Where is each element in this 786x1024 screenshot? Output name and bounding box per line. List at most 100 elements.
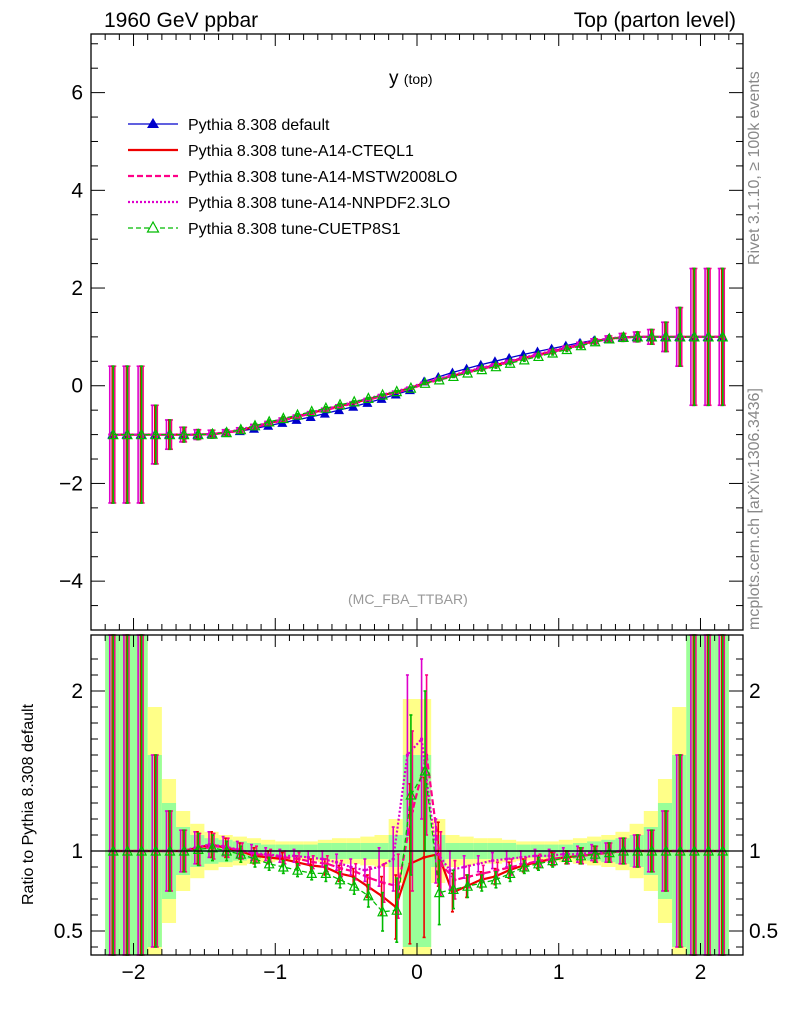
x-tick-label: 2 <box>695 961 707 984</box>
main-marker-cuetp8s1 <box>447 370 459 382</box>
main-marker-cuetp8s1 <box>207 427 218 439</box>
ratio-marker-cuetp8s1 <box>433 886 445 898</box>
ratio-marker-mstw <box>354 870 358 874</box>
main-marker-default <box>305 412 316 422</box>
ratio-marker-nnpdf <box>306 855 310 860</box>
ratio-marker-cuetp8s1 <box>419 764 431 776</box>
main-marker-cuetp8s1 <box>561 343 573 355</box>
ratio-marker-cuetp8s1 <box>447 883 459 895</box>
ratio-marker-cuetp8s1 <box>277 860 289 872</box>
analysis-tag: (MC_FBA_TTBAR) <box>348 591 468 607</box>
main-marker-cuetp8s1 <box>504 356 516 368</box>
main-marker-cuetp8s1 <box>490 360 502 372</box>
ratio-marker-nnpdf <box>519 855 523 860</box>
main-y-tick-label: 4 <box>71 179 83 202</box>
main-marker-cuetp8s1 <box>136 428 148 440</box>
main-marker-cuetp8s1 <box>703 330 715 342</box>
ratio-marker-nnpdf <box>462 865 466 869</box>
plot-title-main: y <box>389 68 399 89</box>
main-marker-cuetp8s1 <box>674 330 686 342</box>
main-marker-cuetp8s1 <box>518 353 530 365</box>
ratio-marker-nnpdf <box>221 844 225 848</box>
legend-marker-default <box>147 118 159 128</box>
ratio-marker-cuetp8s1 <box>405 788 417 800</box>
main-data-layer <box>107 267 729 504</box>
ratio-marker-nnpdf <box>476 862 480 866</box>
main-y-tick-label: 6 <box>71 82 83 105</box>
main-marker-cuetp8s1 <box>660 330 672 342</box>
main-marker-cuetp8s1 <box>292 408 303 420</box>
main-y-tick-label: −2 <box>59 472 83 495</box>
main-marker-cuetp8s1 <box>646 330 658 342</box>
main-marker-cuetp8s1 <box>107 428 119 440</box>
ratio-marker-cuetp8s1 <box>348 879 360 891</box>
ratio-marker-nnpdf <box>505 857 509 861</box>
ratio-marker-cuetp8s1 <box>462 879 474 891</box>
ratio-marker-cuetp8s1 <box>476 876 488 888</box>
ratio-marker-nnpdf <box>320 857 324 861</box>
ratio-marker-nnpdf <box>235 847 239 852</box>
main-marker-cuetp8s1 <box>533 350 544 362</box>
ratio-marker-nnpdf <box>448 868 452 872</box>
main-marker-default <box>390 389 401 399</box>
ratio-marker-cuetp8s1 <box>249 852 261 864</box>
main-marker-cuetp8s1 <box>377 388 389 400</box>
main-y-tick-label: −4 <box>59 570 83 593</box>
ratio-marker-cuetp8s1 <box>547 854 559 866</box>
ratio-marker-cuetp8s1 <box>391 903 403 915</box>
header-left: 1960 GeV ppbar <box>104 9 259 32</box>
main-marker-cuetp8s1 <box>717 330 729 342</box>
main-marker-cuetp8s1 <box>589 335 601 347</box>
main-marker-cuetp8s1 <box>277 412 289 424</box>
main-marker-cuetp8s1 <box>334 398 346 410</box>
ratio-marker-cuetp8s1 <box>561 851 573 863</box>
main-marker-cuetp8s1 <box>121 428 133 440</box>
ratio-marker-cuetp8s1 <box>306 867 318 879</box>
legend-label-cteql1: Pythia 8.308 tune-A14-CTEQL1 <box>188 143 414 160</box>
x-tick-label: 1 <box>553 961 565 984</box>
legend-label-default: Pythia 8.308 default <box>188 117 330 134</box>
ratio-marker-mstw <box>368 876 372 880</box>
main-marker-cuetp8s1 <box>150 428 162 440</box>
ratio-marker-nnpdf <box>391 857 395 861</box>
legend-label-nnpdf: Pythia 8.308 tune-A14-NNPDF2.3LO <box>188 195 450 212</box>
main-line-mstw <box>114 335 725 436</box>
main-marker-cuetp8s1 <box>192 428 204 440</box>
ratio-marker-cuetp8s1 <box>292 863 303 875</box>
ratio-marker-nnpdf <box>349 865 353 869</box>
main-y-tick-label: 0 <box>71 375 83 398</box>
ratio-marker-cuetp8s1 <box>207 841 218 853</box>
main-marker-cuetp8s1 <box>688 330 700 342</box>
ratio-marker-cuetp8s1 <box>235 847 247 859</box>
ratio-marker-nnpdf <box>533 854 537 858</box>
main-marker-cuetp8s1 <box>221 426 233 438</box>
ratio-marker-cuetp8s1 <box>263 857 275 869</box>
legend-label-mstw: Pythia 8.308 tune-A14-MSTW2008LO <box>188 169 457 186</box>
ratio-marker-nnpdf <box>377 865 381 869</box>
main-marker-cuetp8s1 <box>320 401 332 413</box>
ratio-marker-nnpdf <box>278 854 282 858</box>
ratio-marker-nnpdf <box>547 854 551 858</box>
main-marker-cuetp8s1 <box>362 392 374 404</box>
ratio-marker-cuetp8s1 <box>603 846 615 858</box>
ratio-y-tick-label: 1 <box>71 840 83 863</box>
ratio-marker-cuetp8s1 <box>575 849 587 861</box>
main-marker-cuetp8s1 <box>419 376 431 388</box>
ratio-marker-nnpdf <box>561 852 565 856</box>
main-marker-cuetp8s1 <box>476 363 488 375</box>
ratio-marker-cuetp8s1 <box>334 873 346 885</box>
ratio-marker-nnpdf <box>419 737 424 741</box>
main-marker-cuetp8s1 <box>391 385 403 397</box>
ratio-marker-cuetp8s1 <box>490 873 502 885</box>
main-marker-cuetp8s1 <box>433 373 445 385</box>
main-marker-cuetp8s1 <box>547 346 559 358</box>
ratio-marker-mstw <box>297 857 301 861</box>
x-tick-label: 0 <box>411 961 423 984</box>
ratio-marker-nnpdf <box>363 868 367 872</box>
ratio-marker-nnpdf <box>405 753 410 757</box>
main-marker-cuetp8s1 <box>405 381 417 393</box>
main-marker-cuetp8s1 <box>263 415 275 427</box>
ratio-marker-nnpdf <box>207 843 211 847</box>
main-marker-cuetp8s1 <box>306 405 318 417</box>
